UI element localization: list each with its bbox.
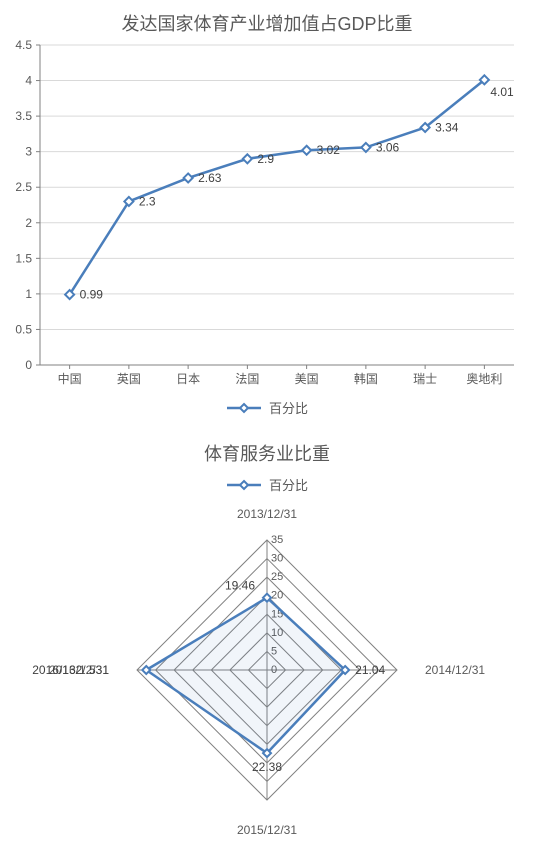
y-tick-label: 4.5 [15,38,32,52]
radar-chart-title: 体育服务业比重 [204,444,330,464]
line-chart-title: 发达国家体育产业增加值占GDP比重 [0,10,534,36]
data-marker [361,143,370,152]
y-tick-label: 3 [25,145,32,159]
x-tick-label: 日本 [176,372,200,386]
data-value-label: 2.3 [139,194,156,208]
data-value-label: 0.99 [80,288,104,302]
y-tick-label: 2.5 [15,180,32,194]
x-tick-label: 美国 [295,372,319,386]
x-tick-label: 瑞士 [413,372,437,386]
line-chart: 发达国家体育产业增加值占GDP比重 0 0.5 1 1.5 2 2.5 3 3.5 4 4.5 中国… [0,0,534,430]
y-tick-label: 0 [25,358,32,372]
x-tick-label: 英国 [117,372,141,386]
data-marker [302,146,311,155]
radar-tick-label: 30 [271,553,283,565]
y-tick-label: 1 [25,287,32,301]
data-marker [243,154,252,163]
radar-category-label: 2014/12/31 [425,663,485,677]
radar-value-label: 2016/132/.531 [32,663,109,677]
y-tick-label: 3.5 [15,109,32,123]
data-value-label: 3.34 [435,120,459,134]
radar-chart-svg: 体育服务业比重百分比051015202530352013/12/3119.462… [0,430,534,858]
x-tick-label: 法国 [235,372,259,386]
data-value-label: 4.01 [490,85,514,99]
x-tick-label: 韩国 [354,371,378,386]
y-tick-label: 4 [25,74,32,88]
radar-chart-legend: 百分比 [227,478,308,493]
legend-label: 百分比 [269,478,308,493]
radar-tick-label: 35 [271,534,283,546]
data-value-label: 3.02 [317,143,341,157]
data-value-label: 2.63 [198,171,222,185]
radar-value-label: 22.38 [252,760,282,774]
y-tick-label: 0.5 [15,322,32,336]
radar-data-polygon [146,598,345,753]
y-tick-label: 2 [25,216,32,230]
radar-category-label: 2015/12/31 [237,823,297,837]
x-tick-label: 奥地利 [466,372,502,386]
data-marker [184,173,193,182]
radar-value-label: 19.46 [225,579,255,593]
y-tick-label: 1.5 [15,251,32,265]
data-value-label: 3.06 [376,140,400,154]
radar-chart: 体育服务业比重百分比051015202530352013/12/3119.462… [0,430,534,858]
line-chart-svg: 0 0.5 1 1.5 2 2.5 3 3.5 4 4.5 中国 英国 日本 法国 美国 韩国 瑞士 奥地利 0.9… [0,0,534,430]
radar-category-label: 2013/12/31 [237,507,297,521]
legend-label: 百分比 [269,401,308,416]
radar-value-label: 21.04 [355,663,385,677]
x-tick-label: 中国 [58,371,82,386]
radar-tick-label: 25 [271,571,283,583]
data-value-label: 2.9 [257,152,274,166]
line-chart-legend: 百分比 [227,401,308,416]
radar-tick-label: 20 [271,590,283,602]
